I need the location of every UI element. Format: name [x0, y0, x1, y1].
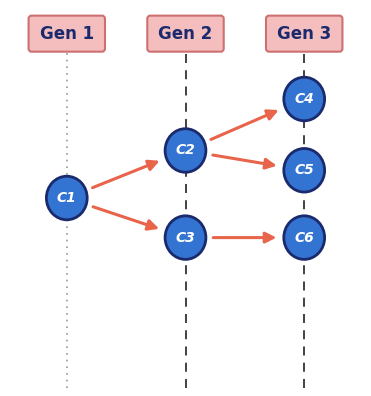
FancyBboxPatch shape — [147, 15, 224, 51]
Text: C3: C3 — [175, 230, 196, 245]
Circle shape — [284, 77, 325, 121]
Text: Gen 3: Gen 3 — [277, 25, 331, 43]
Text: Gen 1: Gen 1 — [40, 25, 94, 43]
Circle shape — [165, 216, 206, 259]
FancyBboxPatch shape — [266, 15, 342, 51]
Circle shape — [284, 216, 325, 259]
Text: Gen 2: Gen 2 — [158, 25, 213, 43]
FancyBboxPatch shape — [29, 15, 105, 51]
Text: C6: C6 — [294, 230, 314, 245]
Text: C5: C5 — [294, 163, 314, 177]
Circle shape — [165, 129, 206, 172]
Text: C4: C4 — [294, 92, 314, 106]
Circle shape — [46, 176, 87, 220]
Text: C1: C1 — [57, 191, 77, 205]
Text: C2: C2 — [175, 143, 196, 158]
Circle shape — [284, 148, 325, 192]
